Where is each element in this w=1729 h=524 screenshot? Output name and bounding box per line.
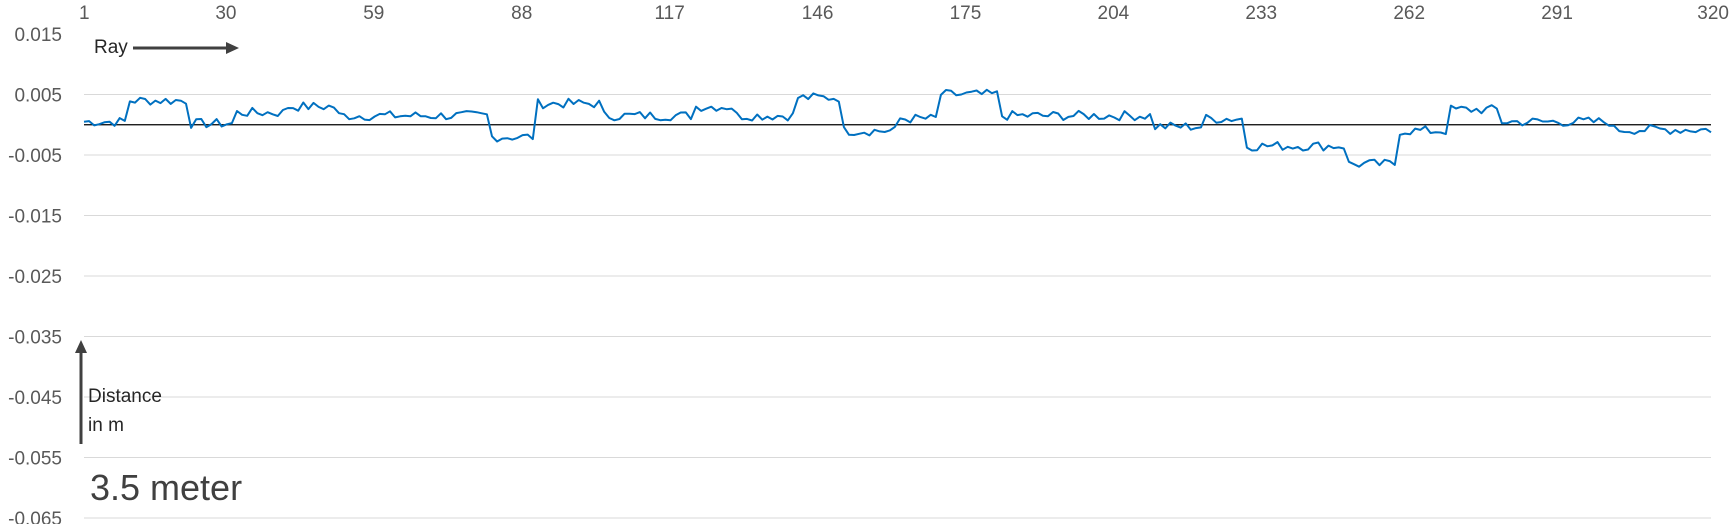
x-tick-label: 233 xyxy=(1245,3,1277,24)
y-tick-label: -0.045 xyxy=(8,388,62,409)
y-tick-label: -0.025 xyxy=(8,267,62,288)
x-tick-label: 204 xyxy=(1098,3,1130,24)
y-axis-ticks: 0.015 0.005 -0.005 -0.015 -0.025 -0.035 -0.045… xyxy=(8,25,62,524)
ray-label: Ray xyxy=(94,37,128,58)
x-tick-label: 146 xyxy=(802,3,834,24)
y-tick-label: 0.005 xyxy=(14,86,62,107)
series-line xyxy=(83,88,1712,168)
y-tick-label: -0.055 xyxy=(8,449,62,470)
x-tick-label: 88 xyxy=(511,3,532,24)
y-tick-label: -0.065 xyxy=(8,509,62,524)
y-tick-label: -0.005 xyxy=(8,146,62,167)
y-tick-label: -0.015 xyxy=(8,207,62,228)
x-tick-label: 291 xyxy=(1541,3,1573,24)
distance-label-line2: in m xyxy=(88,415,124,436)
x-tick-label: 1 xyxy=(79,3,90,24)
distance-label-line1: Distance xyxy=(88,386,162,407)
x-tick-label: 117 xyxy=(654,3,684,24)
x-tick-label: 30 xyxy=(215,3,236,24)
distance-arrow-icon xyxy=(75,340,87,444)
y-tick-label: -0.035 xyxy=(8,328,62,349)
x-tick-label: 59 xyxy=(363,3,384,24)
big-label: 3.5 meter xyxy=(90,467,242,508)
x-tick-label: 262 xyxy=(1393,3,1425,24)
x-tick-label: 320 xyxy=(1697,3,1729,24)
grid-lines xyxy=(84,94,1711,519)
ray-arrow-icon xyxy=(133,42,239,54)
x-axis-ticks: 1 30 59 88 117 146 175 204 233 262 291 320 xyxy=(79,3,1729,24)
x-tick-label: 175 xyxy=(950,3,982,24)
y-tick-label: 0.015 xyxy=(14,25,62,46)
